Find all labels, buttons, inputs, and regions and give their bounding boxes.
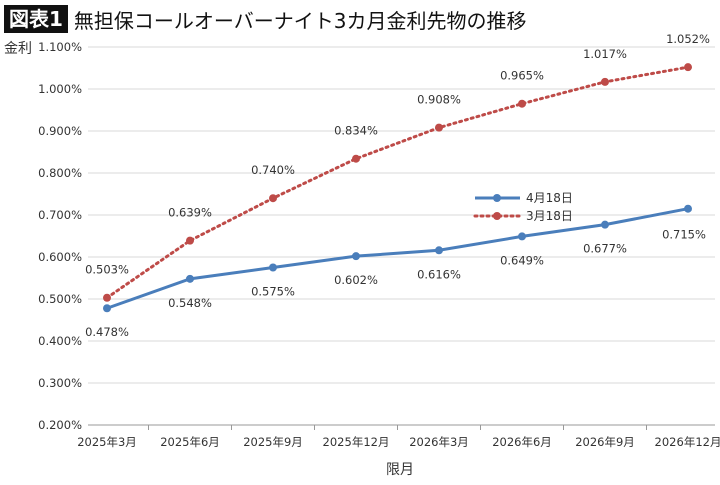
- data-point: [684, 63, 692, 72]
- series-line: [106, 207, 689, 310]
- legend-marker: [493, 212, 501, 220]
- x-tick-label: 2026年12月: [655, 435, 720, 449]
- data-label: 0.740%: [251, 163, 295, 177]
- data-point: [186, 274, 194, 283]
- x-tick-label: 2026年6月: [492, 435, 552, 449]
- x-tick-label: 2025年3月: [77, 435, 137, 449]
- x-tick-label: 2026年9月: [575, 435, 635, 449]
- y-tick-label: 0.800%: [38, 166, 82, 180]
- legend-label: 4月18日: [526, 191, 573, 205]
- y-tick-label: 1.100%: [38, 40, 82, 54]
- data-label: 0.715%: [662, 228, 706, 242]
- data-point: [186, 236, 194, 245]
- data-label: 0.677%: [583, 242, 627, 256]
- data-label: 0.602%: [334, 273, 378, 287]
- data-label: 1.052%: [666, 32, 710, 46]
- data-point: [269, 194, 277, 203]
- x-tick-label: 2025年12月: [323, 435, 390, 449]
- y-axis-label: 金利: [4, 41, 32, 57]
- data-label: 0.965%: [500, 69, 544, 83]
- data-label: 0.616%: [417, 267, 461, 281]
- series-line: [105, 65, 690, 300]
- data-point: [103, 304, 111, 313]
- data-point: [518, 99, 526, 108]
- data-label: 0.834%: [334, 124, 378, 138]
- title-text: 無担保コールオーバーナイト3カ月金利先物の推移: [73, 8, 527, 33]
- data-label: 0.908%: [417, 93, 461, 107]
- y-tick-label: 0.200%: [38, 418, 82, 432]
- data-point: [352, 154, 360, 163]
- data-point: [269, 263, 277, 272]
- chart-title: 図表1 無担保コールオーバーナイト3カ月金利先物の推移: [4, 4, 526, 34]
- y-tick-label: 0.400%: [38, 334, 82, 348]
- data-point: [352, 252, 360, 261]
- x-axis-label: 限月: [386, 462, 414, 478]
- legend-label: 3月18日: [526, 209, 573, 223]
- x-tick-label: 2026年3月: [409, 435, 469, 449]
- x-tick-label: 2025年9月: [243, 435, 303, 449]
- data-label: 0.639%: [168, 206, 212, 220]
- y-tick-label: 0.900%: [38, 124, 82, 138]
- y-tick-label: 0.700%: [38, 208, 82, 222]
- data-point: [435, 123, 443, 132]
- y-tick-label: 0.600%: [38, 250, 82, 264]
- data-label: 0.575%: [251, 285, 295, 299]
- data-point: [684, 204, 692, 213]
- data-point: [601, 77, 609, 86]
- data-point: [601, 220, 609, 229]
- data-point: [435, 246, 443, 255]
- y-tick-label: 1.000%: [38, 82, 82, 96]
- y-tick-label: 0.300%: [38, 376, 82, 390]
- x-tick-label: 2025年6月: [160, 435, 220, 449]
- data-label: 0.548%: [168, 296, 212, 310]
- data-point: [103, 293, 111, 302]
- data-point: [518, 232, 526, 241]
- y-tick-label: 0.500%: [38, 292, 82, 306]
- data-label: 0.503%: [85, 263, 129, 277]
- data-label: 0.649%: [500, 253, 544, 267]
- data-label: 1.017%: [583, 47, 627, 61]
- legend-marker: [493, 194, 501, 202]
- data-label: 0.478%: [85, 325, 129, 339]
- figure-badge: 図表1: [4, 5, 68, 33]
